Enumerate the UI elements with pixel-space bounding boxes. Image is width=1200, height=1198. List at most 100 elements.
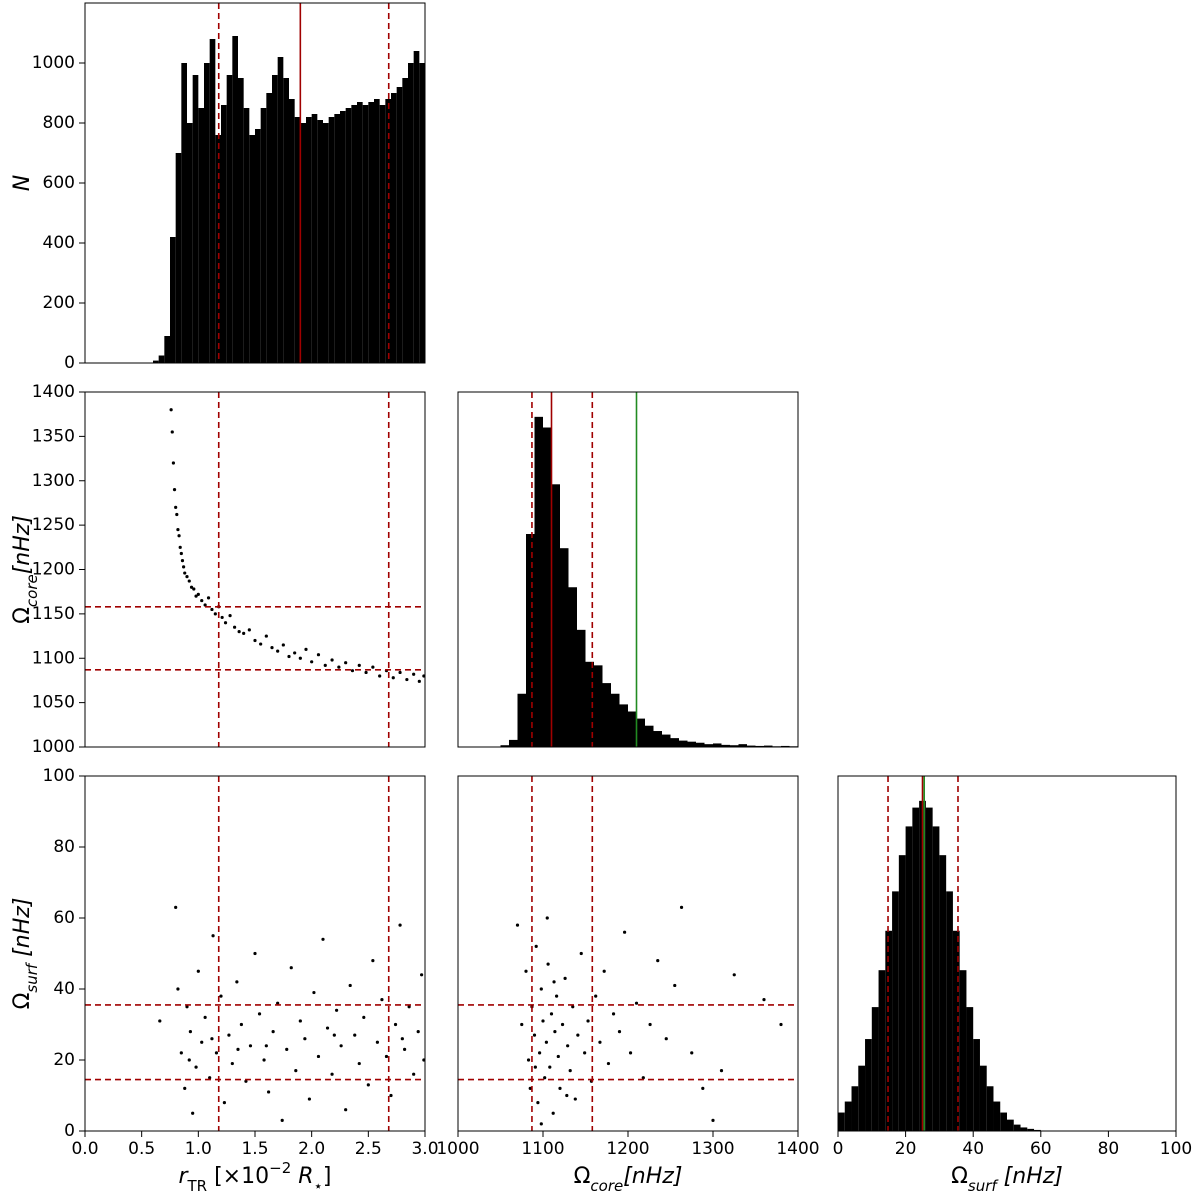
bar <box>755 745 764 747</box>
bar <box>175 153 182 363</box>
point <box>617 1030 622 1034</box>
bar <box>396 87 403 363</box>
bar <box>959 970 967 1131</box>
point <box>180 559 185 563</box>
bar <box>300 123 306 363</box>
point <box>538 1051 542 1055</box>
x-tick-label: 1400 <box>776 1139 819 1159</box>
point <box>412 1072 416 1076</box>
point <box>179 551 183 556</box>
bar <box>721 744 730 747</box>
point <box>191 1111 195 1115</box>
point <box>176 987 180 991</box>
point <box>330 1072 334 1076</box>
point <box>534 944 538 949</box>
point <box>287 654 291 659</box>
bar <box>391 93 397 363</box>
bar <box>204 63 210 363</box>
bar <box>413 51 420 363</box>
bar <box>419 63 425 363</box>
point <box>641 1076 645 1080</box>
point <box>571 1005 575 1009</box>
bar <box>858 1065 866 1131</box>
point <box>606 1061 611 1066</box>
point <box>298 1019 302 1023</box>
point <box>391 676 395 680</box>
point <box>219 994 223 998</box>
point <box>285 1047 289 1051</box>
bar <box>1027 1128 1035 1131</box>
point <box>417 679 421 683</box>
point <box>568 1069 572 1073</box>
point <box>533 1065 537 1069</box>
point <box>321 937 325 941</box>
point <box>375 1040 379 1044</box>
point <box>553 1030 557 1034</box>
y-tick-label: 1200 <box>32 560 75 580</box>
point <box>237 630 241 634</box>
point <box>520 1022 524 1027</box>
point <box>189 585 194 589</box>
bar <box>198 108 204 363</box>
x-tick-label: 0.0 <box>71 1139 98 1159</box>
y-tick-label: 1400 <box>32 382 75 402</box>
x-tick-label: 3.0 <box>411 1139 438 1159</box>
bar <box>323 123 329 363</box>
y-tick-label: 1000 <box>32 737 75 757</box>
bar <box>636 718 645 747</box>
y-tick-label: 600 <box>43 173 75 193</box>
bar <box>764 745 773 747</box>
point <box>405 677 409 682</box>
x-axis-label: Ωsurf [nHz] <box>951 1164 1063 1195</box>
bar <box>311 114 318 363</box>
x-tick-label: 1200 <box>606 1139 649 1159</box>
point <box>310 660 314 664</box>
axes-frame <box>84 391 426 748</box>
x-tick-label: 20 <box>895 1139 917 1159</box>
bar <box>838 1112 845 1131</box>
bar <box>713 743 722 747</box>
point <box>257 1012 262 1016</box>
point <box>281 643 285 647</box>
point <box>271 1030 275 1034</box>
y-tick-label: 0 <box>64 353 75 373</box>
point <box>267 1090 271 1094</box>
point <box>634 1001 639 1005</box>
bar <box>500 745 509 747</box>
y-tick-label: 800 <box>43 113 75 133</box>
bar <box>560 548 569 747</box>
x-tick-label: 1000 <box>436 1139 479 1159</box>
y-tick-label: 1350 <box>32 426 75 446</box>
point <box>337 665 341 669</box>
panel: 1000 1100 1200 1300 1400 <box>436 775 820 1159</box>
bar <box>986 1086 994 1131</box>
point <box>398 923 402 927</box>
bar <box>966 1007 974 1131</box>
y-tick-label: 100 <box>43 766 75 786</box>
x-tick-label: 0.5 <box>128 1139 155 1159</box>
bar <box>357 102 363 363</box>
y-tick-label: 60 <box>53 908 75 928</box>
label-part: surf <box>23 961 41 992</box>
bar <box>351 105 357 363</box>
x-tick-label: 0 <box>833 1139 844 1159</box>
point <box>563 976 567 980</box>
point <box>536 1101 540 1105</box>
point <box>259 642 263 646</box>
point <box>276 1001 280 1005</box>
point <box>230 1061 234 1066</box>
point <box>398 670 402 675</box>
bar <box>747 745 756 747</box>
point <box>304 647 308 651</box>
y-tick-label: 400 <box>43 233 75 253</box>
bar <box>289 99 295 363</box>
panel: 0 20 40 60 80 100 0.0 0.5 1.0 1.5 2.0 2.5 3.0 <box>43 766 439 1159</box>
point <box>400 1037 404 1041</box>
point <box>307 1097 311 1101</box>
label-part: surf <box>968 1177 999 1195</box>
label-part: core <box>23 574 41 607</box>
bar <box>517 693 526 747</box>
point <box>594 994 598 998</box>
point <box>673 983 677 988</box>
point <box>210 1037 214 1041</box>
